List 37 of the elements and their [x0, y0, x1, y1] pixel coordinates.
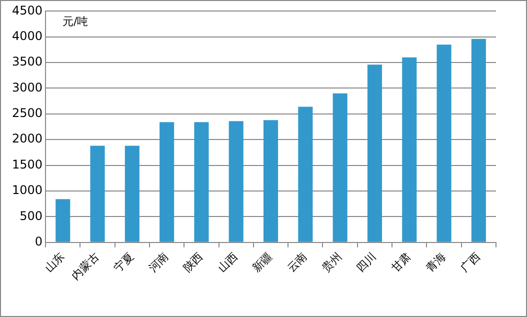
bar [228, 121, 244, 242]
x-tick-label: 河南 [146, 250, 171, 275]
bar [124, 146, 140, 242]
y-tick-label: 4500 [12, 3, 43, 18]
bar [332, 93, 348, 242]
x-tick-label: 青海 [423, 250, 448, 275]
x-tick-label: 甘肃 [388, 250, 414, 275]
bar [402, 57, 417, 242]
bar [90, 146, 105, 242]
y-tick-label: 0 [34, 234, 43, 248]
y-tick-label: 2500 [12, 106, 43, 120]
y-tick-label: 1000 [12, 183, 43, 198]
x-tick-label: 宁夏 [112, 250, 136, 275]
x-tick-label: 云南 [284, 250, 310, 275]
y-tick-label: 1500 [12, 157, 43, 172]
bar [471, 38, 486, 242]
x-tick-label: 四川 [354, 250, 379, 275]
x-tick-label: 内蒙古 [69, 250, 102, 282]
bar [56, 199, 70, 242]
y-tick-label: 3000 [12, 80, 43, 94]
bar [436, 44, 452, 242]
y-tick-label: 4000 [12, 29, 43, 44]
x-tick-label: 山东 [42, 250, 68, 275]
bar [263, 120, 278, 242]
y-axis-title: 元/吨 [62, 15, 88, 28]
y-tick-label: 2000 [12, 132, 43, 146]
bar [194, 122, 209, 242]
x-tick-label: 陕西 [180, 250, 206, 275]
y-tick-label: 500 [20, 208, 43, 223]
x-tick-label: 新疆 [250, 250, 275, 275]
bar [298, 106, 313, 242]
x-tick-label: 山西 [216, 250, 240, 275]
x-tick-label: 贵州 [319, 250, 344, 275]
bar [367, 64, 382, 242]
x-tick-label: 广西 [458, 250, 483, 275]
y-tick-label: 3500 [12, 54, 43, 69]
bar [160, 122, 174, 242]
